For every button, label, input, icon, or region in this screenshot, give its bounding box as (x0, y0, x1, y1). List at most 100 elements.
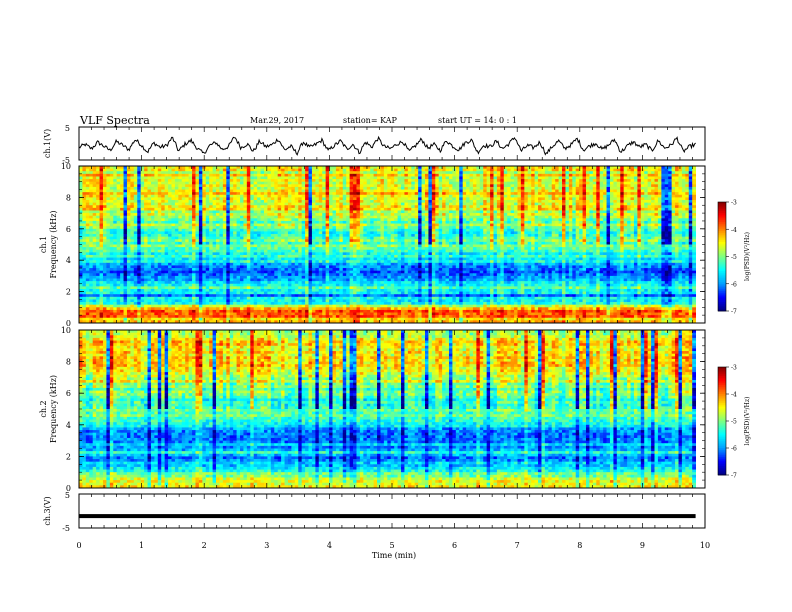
spectrogram-cell (559, 213, 563, 216)
spectrogram-cell (127, 200, 131, 203)
spectrogram-cell (363, 192, 367, 195)
spectrogram-cell (261, 171, 265, 174)
spectrogram-cell (511, 176, 515, 179)
spectrogram-cell (374, 176, 378, 179)
spectrogram-cell (189, 226, 193, 229)
spectrogram-cell (541, 221, 545, 224)
spectrogram-cell (463, 224, 467, 227)
spectrogram-cell (384, 224, 388, 227)
spectrogram-cell (422, 197, 426, 200)
spectrogram-cell (175, 192, 179, 195)
spectrogram-cell (165, 195, 169, 198)
spectrogram-cell (137, 231, 141, 234)
spectrogram-cell (572, 171, 576, 174)
spectrogram-cell (442, 221, 446, 224)
spectrogram-cell (243, 216, 247, 219)
spectrogram-cell (185, 192, 189, 195)
spectrogram-cell (648, 210, 652, 213)
spectrogram-cell (473, 176, 477, 179)
spectrogram-cell (154, 205, 158, 208)
spectrogram-cell (199, 200, 203, 203)
spectrogram-cell (535, 182, 539, 185)
spectrogram-cell (637, 203, 641, 206)
spectrogram-cell (103, 226, 107, 229)
spectrogram-cell (452, 195, 456, 198)
spectrogram-cell (411, 208, 415, 211)
spectrogram-cell (206, 169, 210, 172)
spectrogram-cell (195, 203, 199, 206)
spectrogram-cell (285, 182, 289, 185)
spectrogram-cell (476, 213, 480, 216)
spectrogram-cell (528, 208, 532, 211)
spectrogram-cell (391, 176, 395, 179)
spectrogram-cell (463, 192, 467, 195)
spectrogram-cell (127, 224, 131, 227)
spectrogram-cell (589, 231, 593, 234)
spectrogram-cell (178, 179, 182, 182)
spectrogram-cell (134, 210, 138, 213)
spectrogram-cell (326, 190, 330, 193)
spectrogram-cell (593, 182, 597, 185)
spectrogram-cell (161, 226, 165, 229)
spectrogram-cell (435, 208, 439, 211)
spectrogram-cell (589, 226, 593, 229)
spectrogram-cell (631, 231, 635, 234)
spectrogram-cell (603, 234, 607, 237)
spectrogram-cell (271, 195, 275, 198)
spectrogram-cell (668, 231, 672, 234)
spectrogram-cell (261, 210, 265, 213)
spectrogram-cell (579, 197, 583, 200)
spectrogram-cell (487, 224, 491, 227)
spectrogram-cell (494, 190, 498, 193)
spectrogram-cell (250, 169, 254, 172)
spectrogram-cell (93, 187, 97, 190)
spectrogram-cell (422, 182, 426, 185)
spectrogram-cell (209, 171, 213, 174)
spectrogram-cell (665, 174, 669, 177)
spectrogram-cell (89, 218, 93, 221)
spectrogram-cell (425, 176, 429, 179)
spectrogram-cell (545, 221, 549, 224)
spectrogram-cell (148, 237, 152, 240)
spectrogram-cell (158, 192, 162, 195)
spectrogram-cell (538, 169, 542, 172)
spectrogram-cell (343, 200, 347, 203)
spectrogram-cell (480, 176, 484, 179)
spectrogram-cell (117, 197, 121, 200)
spectrogram-cell (370, 187, 374, 190)
spectrogram-cell (603, 179, 607, 182)
spectrogram-cell (651, 176, 655, 179)
spectrogram-cell (511, 226, 515, 229)
spectrogram-cell (442, 231, 446, 234)
spectrogram-cell (504, 231, 508, 234)
spectrogram-cell (463, 205, 467, 208)
spectrogram-cell (637, 192, 641, 195)
spectrogram-cell (449, 205, 453, 208)
spectrogram-cell (480, 190, 484, 193)
spectrogram-cell (535, 226, 539, 229)
spectrogram-cell (261, 176, 265, 179)
spectrogram-cell (425, 192, 429, 195)
spectrogram-cell (644, 192, 648, 195)
spectrogram-cell (264, 216, 268, 219)
spectrogram-cell (596, 200, 600, 203)
spectrogram-cell (237, 171, 241, 174)
spectrogram-cell (487, 221, 491, 224)
spectrogram-cell (651, 190, 655, 193)
spectrogram-cell (678, 197, 682, 200)
spectrogram-cell (363, 231, 367, 234)
start-time-label: start UT = 14: 0 : 1 (438, 116, 517, 125)
spectrogram-cell (312, 182, 316, 185)
spectrogram-cell (243, 190, 247, 193)
spectrogram-cell (422, 203, 426, 206)
spectrogram-cell (326, 218, 330, 221)
spectrogram-cell (572, 184, 576, 187)
spectrogram-cell (613, 171, 617, 174)
spectrogram-cell (404, 221, 408, 224)
spectrogram-cell (161, 218, 165, 221)
spectrogram-cell (692, 179, 696, 182)
spectrogram-cell (483, 171, 487, 174)
spectrogram-cell (422, 176, 426, 179)
spectrogram-cell (213, 226, 217, 229)
spectrogram-cell (651, 231, 655, 234)
